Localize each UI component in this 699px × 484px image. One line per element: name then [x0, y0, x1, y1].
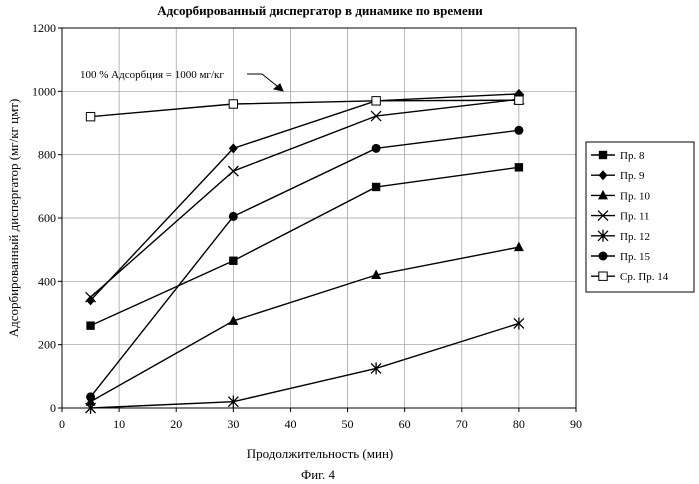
legend-label: Пр. 11	[620, 211, 650, 223]
y-tick-label: 600	[38, 211, 56, 225]
legend-marker	[599, 151, 607, 159]
chart: Адсорбированный диспергатор в динамике п…	[0, 0, 699, 484]
series-line	[91, 100, 519, 116]
data-point	[514, 317, 524, 329]
x-tick-label: 60	[399, 417, 411, 431]
data-point	[229, 212, 238, 221]
data-point	[229, 100, 237, 108]
data-point	[86, 321, 94, 329]
y-tick-label: 800	[38, 148, 56, 162]
chart-title: Адсорбированный диспергатор в динамике п…	[157, 3, 483, 18]
data-point	[372, 144, 381, 153]
data-point	[515, 163, 523, 171]
series-line	[91, 94, 519, 300]
y-tick-label: 400	[38, 274, 56, 288]
y-tick-label: 0	[50, 401, 56, 415]
y-tick-label: 200	[38, 338, 56, 352]
series-2	[86, 89, 523, 305]
legend-marker	[599, 272, 607, 280]
annotation: 100 % Адсорбция = 1000 мг/кг	[80, 69, 283, 91]
x-tick-label: 0	[59, 417, 65, 431]
legend-marker	[599, 252, 608, 261]
series-line	[91, 130, 519, 397]
y-axis-label: Адсорбированный диспергатор (мг/кг цмт)	[6, 99, 21, 338]
x-tick-label: 30	[227, 417, 239, 431]
x-tick-label: 10	[113, 417, 125, 431]
series-7	[86, 96, 523, 121]
y-axis-ticks: 0 200 400 600 800 1000 1200	[32, 21, 62, 415]
grid	[62, 28, 576, 408]
x-axis-ticks: 0 10 20 30 40 50 60 70 80 90	[59, 408, 582, 431]
x-tick-label: 70	[456, 417, 468, 431]
x-axis-label: Продолжительность (мин)	[247, 446, 393, 461]
y-tick-label: 1000	[32, 84, 56, 98]
data-point	[86, 112, 94, 120]
series-3	[86, 242, 524, 406]
series-layer	[86, 89, 524, 414]
x-tick-label: 90	[570, 417, 582, 431]
data-point	[514, 126, 523, 135]
series-line	[91, 99, 519, 297]
legend-label: Пр. 8	[620, 150, 645, 162]
annotation-text: 100 % Адсорбция = 1000 мг/кг	[80, 69, 224, 81]
legend-label: Пр. 9	[620, 170, 645, 182]
legend-label: Пр. 12	[620, 231, 650, 243]
x-tick-label: 50	[342, 417, 354, 431]
data-point	[371, 362, 381, 374]
x-tick-label: 80	[513, 417, 525, 431]
legend-label: Пр. 15	[620, 251, 650, 263]
x-tick-label: 20	[170, 417, 182, 431]
series-1	[86, 163, 523, 330]
data-point	[86, 392, 95, 401]
series-line	[91, 167, 519, 325]
data-point	[229, 257, 237, 265]
data-point	[372, 183, 380, 191]
data-point	[372, 97, 380, 105]
data-point	[514, 242, 524, 252]
figure-caption: Фиг. 4	[301, 467, 336, 482]
legend-label: Пр. 10	[620, 190, 650, 202]
x-tick-label: 40	[284, 417, 296, 431]
series-5	[86, 317, 524, 414]
series-4	[86, 94, 524, 302]
data-point	[515, 96, 523, 104]
series-6	[86, 126, 523, 402]
legend: Пр. 8 Пр. 9 Пр. 10 Пр. 11 Пр. 12 Пр. 15 Ср. Пр…	[586, 142, 694, 292]
series-line	[91, 247, 519, 402]
legend-label: Ср. Пр. 14	[620, 271, 669, 283]
y-tick-label: 1200	[32, 21, 56, 35]
